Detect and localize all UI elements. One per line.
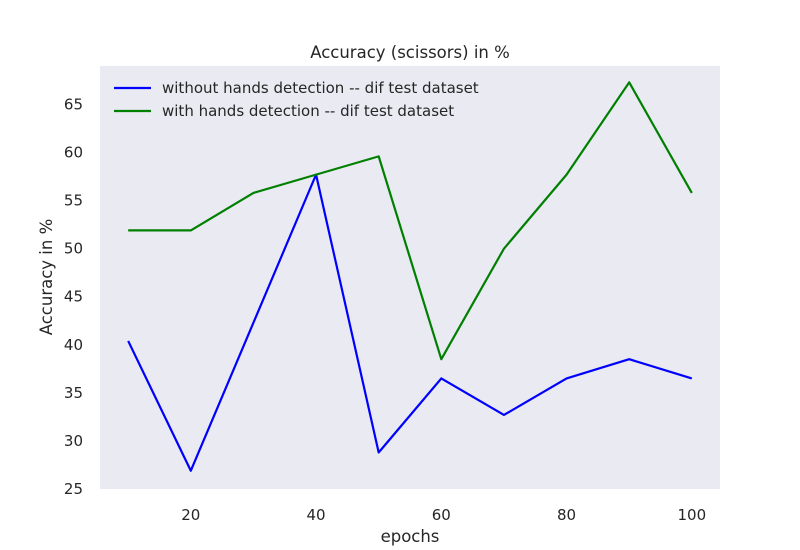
y-tick-labels: 25 30 35 40 45 50 55 60 65: [64, 95, 83, 498]
y-tick-label: 45: [64, 288, 83, 306]
x-tick-label: 60: [432, 506, 451, 524]
x-tick-label: 100: [677, 506, 706, 524]
x-tick-labels: 20 40 60 80 100: [181, 506, 706, 524]
y-tick-label: 35: [64, 384, 83, 402]
y-tick-label: 40: [64, 336, 83, 354]
y-tick-label: 50: [64, 240, 83, 258]
legend-label-with-hands: with hands detection -- dif test dataset: [162, 102, 454, 120]
series-layer: [127, 81, 693, 472]
plot-area: [100, 66, 720, 489]
y-tick-label: 60: [64, 144, 83, 162]
x-axis-label: epochs: [381, 527, 440, 546]
x-tick-label: 20: [181, 506, 200, 524]
y-axis-label: Accuracy in %: [37, 219, 56, 336]
chart-title: Accuracy (scissors) in %: [310, 43, 510, 62]
series-line-1: [128, 81, 693, 361]
y-tick-label: 25: [64, 480, 83, 498]
legend-label-without-hands: without hands detection -- dif test data…: [162, 79, 479, 97]
series-line-0: [127, 173, 693, 472]
legend: without hands detection -- dif test data…: [114, 79, 479, 120]
x-tick-label: 80: [557, 506, 576, 524]
y-tick-label: 65: [64, 95, 83, 113]
x-tick-label: 40: [307, 506, 326, 524]
y-tick-label: 30: [64, 432, 83, 450]
y-tick-label: 55: [64, 192, 83, 210]
